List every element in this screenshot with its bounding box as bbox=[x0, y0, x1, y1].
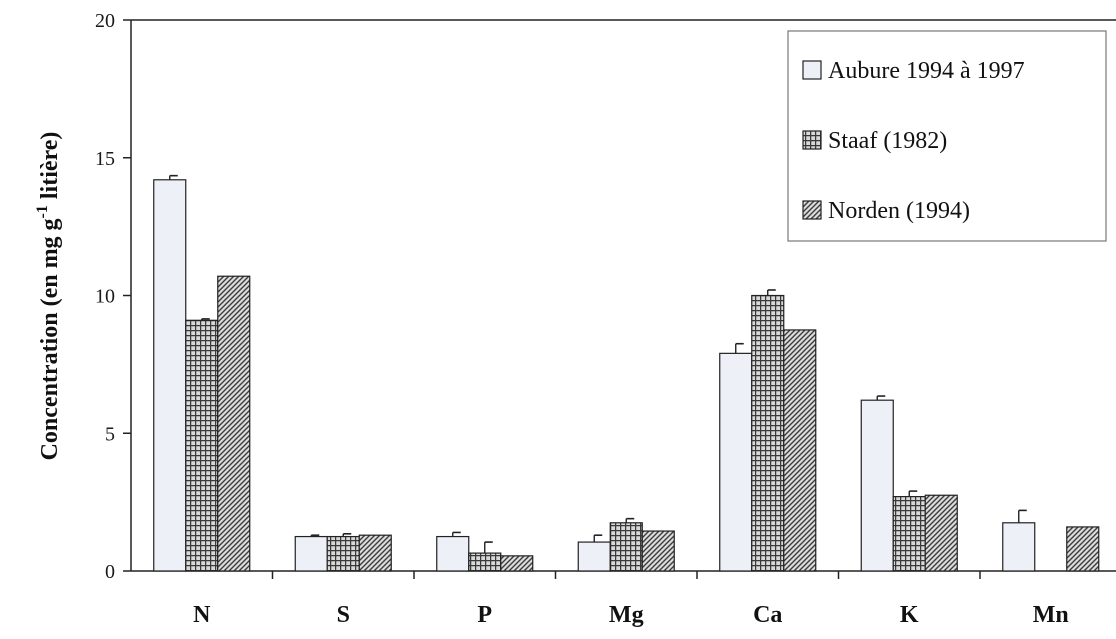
category-label-s: S bbox=[337, 602, 350, 628]
error-bar-aubure-1994-1997-mn bbox=[1018, 509, 1027, 523]
bar-aubure-1994-1997-mg bbox=[577, 541, 611, 572]
bar-norden-1994-mn bbox=[1066, 526, 1100, 572]
bar-norden-1994-mg bbox=[641, 530, 675, 572]
legend-item-staaf: Staaf (1982) bbox=[802, 128, 947, 154]
bar-aubure-1994-1997-p bbox=[436, 535, 470, 572]
error-bar-staaf-1982-p bbox=[484, 541, 493, 554]
y-axis-label: Concentration (en mg g-1 litière) bbox=[34, 132, 63, 461]
bar-staaf-1982-p bbox=[468, 552, 502, 572]
legend-swatch-aubure bbox=[802, 60, 822, 80]
legend-label-staaf: Staaf (1982) bbox=[828, 128, 947, 154]
error-bar-staaf-1982-mg bbox=[625, 517, 635, 523]
bar-staaf-1982-ca bbox=[751, 294, 785, 572]
legend-swatch-staaf bbox=[802, 130, 822, 150]
y-axis-label-superscript: -1 bbox=[34, 205, 51, 218]
error-bar-aubure-1994-1997-k bbox=[876, 395, 886, 401]
bar-staaf-1982-n bbox=[185, 319, 219, 572]
category-label-p: P bbox=[477, 602, 492, 628]
bar-aubure-1994-1997-k bbox=[860, 399, 894, 572]
y-tick-label: 5 bbox=[105, 423, 115, 445]
category-label-mg: Mg bbox=[609, 602, 644, 628]
x-axis-ticks bbox=[271, 571, 981, 579]
bar-aubure-1994-1997-s bbox=[294, 535, 328, 572]
bar-norden-1994-p bbox=[500, 555, 534, 572]
y-tick-label: 0 bbox=[105, 561, 115, 583]
legend: Aubure 1994 à 1997 Staaf (1982) Norden (… bbox=[787, 30, 1107, 242]
y-tick-label: 15 bbox=[95, 148, 115, 170]
legend-box bbox=[787, 30, 1107, 242]
y-axis-label-tail: litière) bbox=[37, 132, 63, 206]
error-bar-aubure-1994-1997-mg bbox=[593, 534, 603, 543]
category-label-n: N bbox=[193, 602, 211, 628]
category-label-k: K bbox=[900, 602, 919, 628]
error-bar-staaf-1982-k bbox=[908, 490, 918, 497]
bar-series bbox=[153, 179, 1100, 572]
y-axis-label-main: Concentration (en mg g bbox=[37, 218, 63, 460]
error-bar-staaf-1982-ca bbox=[767, 289, 776, 296]
error-bars bbox=[169, 174, 1027, 554]
bar-staaf-1982-mg bbox=[609, 522, 643, 572]
legend-label-aubure: Aubure 1994 à 1997 bbox=[828, 58, 1025, 84]
bar-norden-1994-n bbox=[217, 275, 251, 572]
error-bar-staaf-1982-s bbox=[342, 533, 352, 537]
legend-swatch-norden bbox=[802, 200, 822, 220]
bar-aubure-1994-1997-ca bbox=[719, 352, 753, 572]
legend-item-norden: Norden (1994) bbox=[802, 198, 970, 224]
y-tick-label: 10 bbox=[95, 286, 115, 308]
bar-aubure-1994-1997-mn bbox=[1002, 522, 1036, 572]
category-labels: N S P Mg Ca K Mn bbox=[193, 602, 1069, 628]
error-bar-aubure-1994-1997-s bbox=[310, 534, 320, 537]
y-axis-ticks: 0 5 10 15 20 bbox=[95, 10, 131, 583]
error-bar-staaf-1982-n bbox=[201, 318, 210, 321]
y-tick-label: 20 bbox=[95, 10, 115, 32]
bar-staaf-1982-k bbox=[892, 496, 926, 572]
error-bar-aubure-1994-1997-ca bbox=[735, 342, 744, 354]
legend-label-norden: Norden (1994) bbox=[828, 198, 970, 224]
bar-norden-1994-ca bbox=[783, 329, 817, 572]
category-label-ca: Ca bbox=[753, 602, 782, 628]
bar-staaf-1982-s bbox=[326, 535, 360, 572]
category-label-mn: Mn bbox=[1033, 602, 1069, 628]
legend-item-aubure: Aubure 1994 à 1997 bbox=[802, 58, 1025, 84]
bar-aubure-1994-1997-n bbox=[153, 179, 187, 572]
error-bar-aubure-1994-1997-n bbox=[169, 174, 178, 180]
bar-norden-1994-k bbox=[924, 494, 958, 572]
error-bar-aubure-1994-1997-p bbox=[452, 531, 461, 537]
bar-norden-1994-s bbox=[358, 534, 392, 572]
